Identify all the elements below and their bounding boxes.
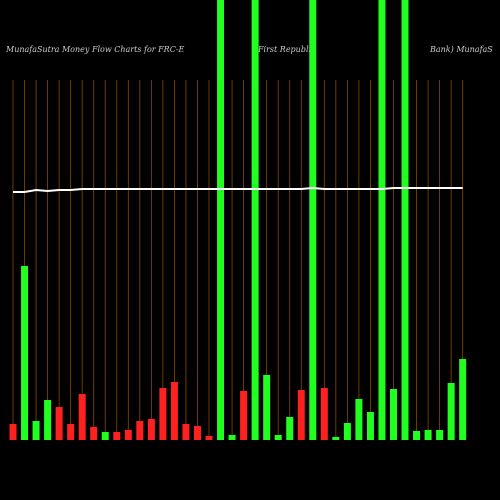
line (13, 186, 463, 193)
bar (170, 382, 178, 440)
bar (55, 407, 63, 440)
bar (90, 427, 98, 440)
bar (436, 430, 444, 440)
bar (101, 432, 109, 440)
bar (424, 430, 432, 440)
bar (274, 435, 282, 440)
bar (44, 400, 52, 440)
bar (263, 375, 271, 440)
bar (193, 426, 201, 440)
bar (147, 419, 155, 440)
bar (159, 388, 167, 440)
bar (286, 417, 294, 440)
bar (240, 391, 248, 440)
bar (205, 436, 213, 440)
bar (67, 424, 75, 440)
bar (78, 394, 86, 440)
bar (378, 0, 386, 440)
bar (297, 390, 305, 440)
bar (32, 421, 40, 440)
bar (401, 0, 409, 440)
bar (136, 421, 144, 440)
bar (309, 0, 317, 440)
bar (21, 266, 29, 440)
bar (447, 383, 455, 440)
bar (355, 399, 363, 440)
bar (332, 437, 340, 440)
bar (389, 389, 397, 440)
bar (217, 0, 225, 440)
bar (413, 431, 421, 440)
bar (343, 423, 351, 440)
chart-title: MunafaSutra Money Flow Charts for FRC-E (5, 45, 185, 54)
bar (251, 0, 259, 440)
bar (9, 424, 17, 440)
bar (366, 412, 374, 440)
bar (124, 430, 132, 440)
chart-subtitle: First Republic (257, 45, 316, 54)
annotation: Bank) MunafaS (429, 45, 493, 54)
bar (320, 388, 328, 440)
bar (113, 432, 121, 440)
bar (459, 359, 467, 440)
bar (228, 435, 236, 440)
bar (182, 424, 190, 440)
